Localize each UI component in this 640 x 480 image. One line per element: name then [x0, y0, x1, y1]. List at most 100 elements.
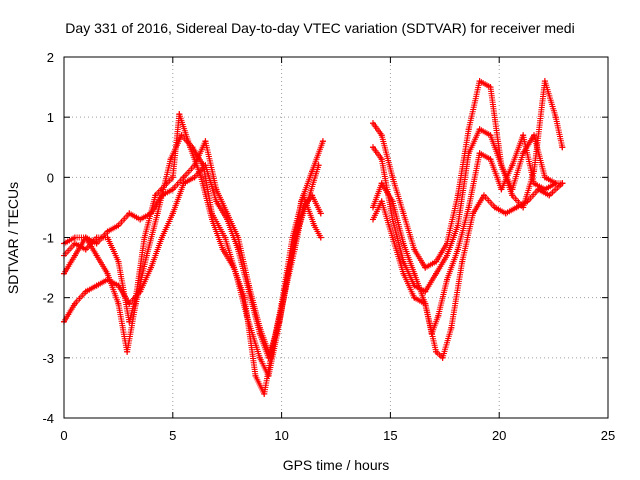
- data-point: [389, 198, 396, 205]
- data-point: [93, 234, 100, 241]
- y-axis-label: SDTVAR / TECUs: [5, 182, 21, 294]
- series-3: [61, 138, 326, 361]
- data-point: [115, 282, 122, 289]
- data-point: [198, 174, 205, 181]
- chart-title: Day 331 of 2016, Sidereal Day-to-day VTE…: [65, 20, 574, 36]
- data-point: [433, 348, 440, 355]
- data-point: [115, 258, 122, 265]
- data-point: [82, 246, 89, 253]
- data-point: [454, 192, 461, 199]
- data-point: [476, 150, 483, 157]
- data-point: [520, 150, 527, 157]
- y-tick-label: -2: [42, 291, 54, 306]
- data-point: [93, 282, 100, 289]
- data-point: [71, 240, 78, 247]
- series-markers: [61, 111, 324, 397]
- data-point: [126, 210, 133, 217]
- data-point: [180, 180, 187, 187]
- data-point: [219, 246, 226, 253]
- data-point: [71, 300, 78, 307]
- data-point: [411, 294, 418, 301]
- data-point: [378, 132, 385, 139]
- data-point: [531, 168, 538, 175]
- data-point: [546, 192, 553, 199]
- x-tick-label: 5: [169, 428, 176, 443]
- y-tick-label: 1: [47, 110, 54, 125]
- data-point: [433, 258, 440, 265]
- data-point: [152, 192, 159, 199]
- data-point: [82, 288, 89, 295]
- data-point: [141, 234, 148, 241]
- data-point: [235, 246, 242, 253]
- data-point: [82, 234, 89, 241]
- data-point: [245, 282, 252, 289]
- data-point: [487, 132, 494, 139]
- x-tick-label: 20: [492, 428, 506, 443]
- data-point: [369, 144, 376, 151]
- data-point: [278, 300, 285, 307]
- data-point: [513, 204, 520, 211]
- data-point: [154, 210, 161, 217]
- data-point: [224, 210, 231, 217]
- data-point: [389, 216, 396, 223]
- data-point: [222, 234, 229, 241]
- data-point: [261, 390, 268, 397]
- data-point: [400, 240, 407, 247]
- data-point: [422, 264, 429, 271]
- data-point: [465, 126, 472, 133]
- data-point: [559, 180, 566, 187]
- data-point: [378, 156, 385, 163]
- data-point: [267, 354, 274, 361]
- data-point: [502, 210, 509, 217]
- data-point: [443, 276, 450, 283]
- data-point: [300, 192, 307, 199]
- data-point: [389, 174, 396, 181]
- series-markers: [61, 138, 326, 361]
- data-point: [189, 144, 196, 151]
- x-tick-label: 15: [383, 428, 397, 443]
- data-point: [311, 222, 318, 229]
- data-point: [124, 348, 131, 355]
- series-8: [369, 180, 566, 361]
- data-point: [137, 288, 144, 295]
- data-point: [93, 252, 100, 259]
- data-point: [535, 186, 542, 193]
- series-7: [369, 132, 566, 337]
- data-point: [454, 222, 461, 229]
- data-point: [509, 162, 516, 169]
- data-point: [400, 270, 407, 277]
- data-point: [115, 300, 122, 307]
- data-point: [435, 312, 442, 319]
- data-point: [369, 216, 376, 223]
- data-layer: [61, 78, 566, 397]
- x-tick-label: 0: [60, 428, 67, 443]
- data-point: [400, 210, 407, 217]
- data-point: [378, 180, 385, 187]
- data-point: [256, 324, 263, 331]
- data-point: [531, 132, 538, 139]
- data-point: [509, 186, 516, 193]
- data-point: [552, 180, 559, 187]
- data-point: [265, 372, 272, 379]
- data-point: [178, 132, 185, 139]
- data-point: [487, 156, 494, 163]
- data-point: [559, 144, 566, 151]
- data-point: [509, 192, 516, 199]
- y-tick-label: 0: [47, 170, 54, 185]
- data-point: [71, 252, 78, 259]
- y-tick-label: -4: [42, 411, 54, 426]
- data-point: [520, 132, 527, 139]
- data-point: [169, 210, 176, 217]
- data-point: [256, 354, 263, 361]
- data-point: [422, 300, 429, 307]
- data-point: [104, 234, 111, 241]
- data-point: [411, 270, 418, 277]
- data-point: [443, 252, 450, 259]
- data-point: [169, 186, 176, 193]
- series-1: [61, 111, 324, 397]
- data-point: [104, 276, 111, 283]
- data-point: [169, 174, 176, 181]
- data-point: [476, 126, 483, 133]
- data-point: [158, 192, 165, 199]
